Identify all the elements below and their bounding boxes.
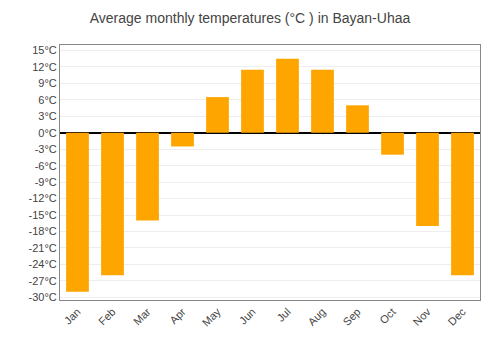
svg-text:-12°C: -12°C: [29, 192, 57, 204]
svg-text:15°C: 15°C: [32, 44, 57, 56]
svg-text:-9°C: -9°C: [35, 176, 57, 188]
svg-text:Jan: Jan: [62, 306, 83, 327]
svg-text:9°C: 9°C: [38, 77, 57, 89]
svg-text:6°C: 6°C: [38, 94, 57, 106]
svg-text:Dec: Dec: [445, 305, 468, 328]
svg-text:Mar: Mar: [131, 305, 153, 327]
svg-text:3°C: 3°C: [38, 110, 57, 122]
svg-text:-6°C: -6°C: [35, 160, 57, 172]
svg-text:Nov: Nov: [410, 305, 433, 328]
svg-text:Jun: Jun: [237, 306, 258, 327]
svg-text:-24°C: -24°C: [29, 258, 57, 270]
svg-text:Sep: Sep: [340, 306, 362, 328]
svg-text:-21°C: -21°C: [29, 242, 57, 254]
svg-text:Average monthly temperatures (: Average monthly temperatures (°C ) in Ba…: [90, 10, 411, 26]
svg-text:-3°C: -3°C: [35, 143, 57, 155]
svg-text:-15°C: -15°C: [29, 209, 57, 221]
svg-text:Apr: Apr: [167, 305, 188, 326]
svg-text:12°C: 12°C: [32, 61, 57, 73]
svg-text:-30°C: -30°C: [29, 291, 57, 303]
svg-text:-18°C: -18°C: [29, 225, 57, 237]
svg-text:Feb: Feb: [96, 306, 118, 328]
svg-text:Jul: Jul: [274, 306, 292, 324]
svg-text:May: May: [200, 305, 224, 329]
svg-text:Oct: Oct: [377, 306, 398, 327]
svg-text:-27°C: -27°C: [29, 275, 57, 287]
svg-text:Aug: Aug: [305, 306, 327, 328]
svg-text:0°C: 0°C: [38, 127, 57, 139]
